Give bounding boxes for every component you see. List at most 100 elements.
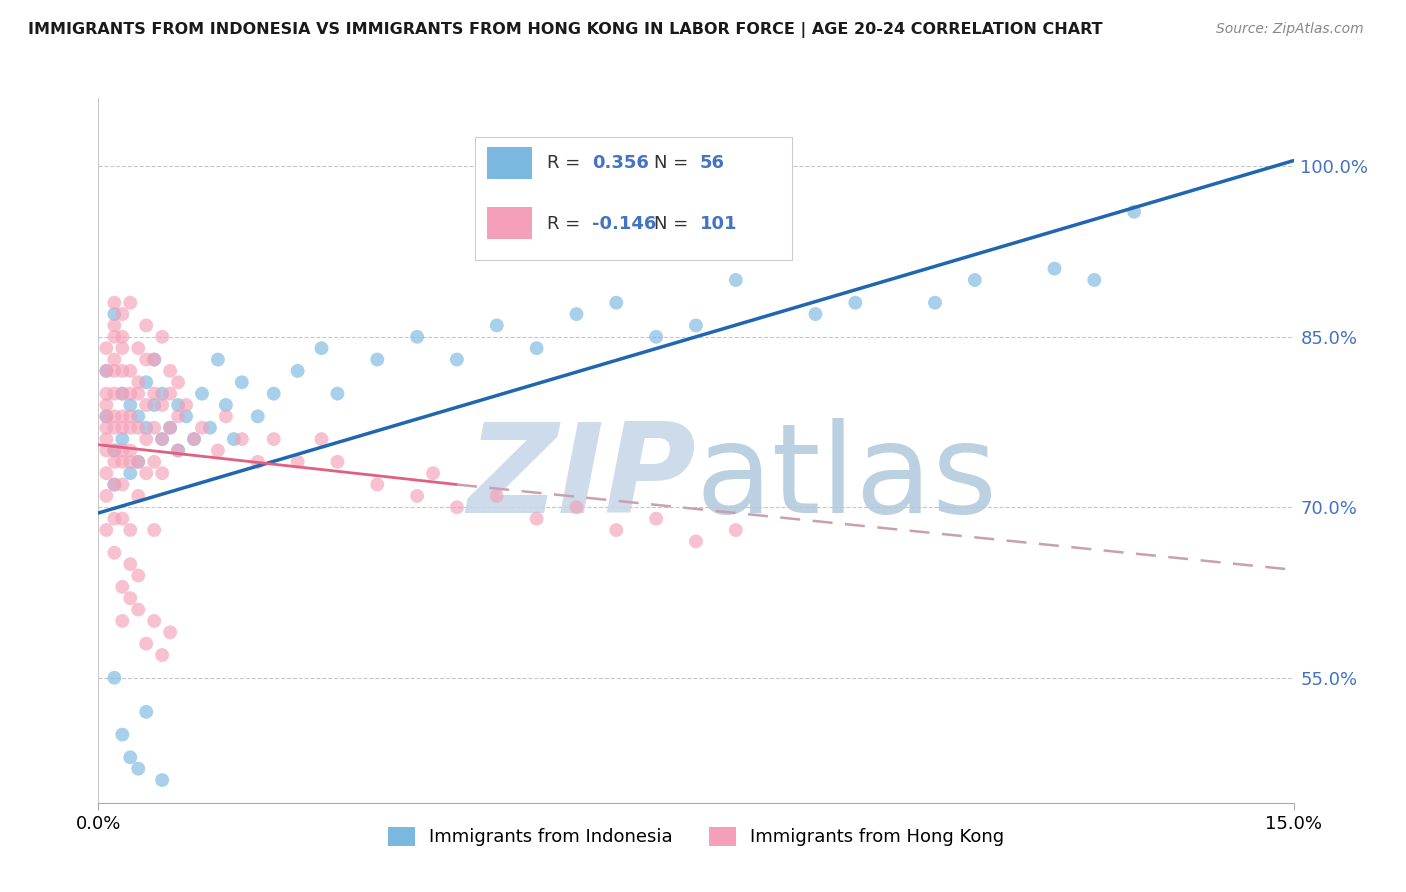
Point <box>96 523 118 537</box>
Point <box>127 409 149 424</box>
Point <box>287 455 309 469</box>
Point <box>111 307 134 321</box>
Point <box>326 455 349 469</box>
Point <box>127 386 149 401</box>
Point <box>263 386 285 401</box>
Point <box>366 477 388 491</box>
Point <box>167 443 190 458</box>
Point <box>326 386 349 401</box>
Point <box>127 376 149 390</box>
Point <box>605 523 627 537</box>
Point <box>150 330 173 344</box>
Point <box>103 546 125 560</box>
Point <box>143 523 166 537</box>
Point <box>143 398 166 412</box>
Point <box>120 591 142 606</box>
Point <box>135 352 157 367</box>
Point <box>150 466 173 480</box>
Point <box>231 376 253 390</box>
Point <box>150 386 173 401</box>
Point <box>111 432 134 446</box>
Point <box>111 580 134 594</box>
Point <box>174 409 197 424</box>
Point <box>207 443 229 458</box>
Point <box>135 466 157 480</box>
Point <box>183 432 205 446</box>
Point <box>135 376 157 390</box>
Point <box>311 341 333 355</box>
Point <box>96 466 118 480</box>
Point <box>159 364 181 378</box>
Point <box>311 432 333 446</box>
Point <box>111 614 134 628</box>
Point <box>1083 273 1105 287</box>
Point <box>174 398 197 412</box>
Text: R =: R = <box>547 154 585 172</box>
Point <box>127 455 149 469</box>
Point <box>685 318 707 333</box>
Point <box>167 376 190 390</box>
Point <box>120 398 142 412</box>
Point <box>96 443 118 458</box>
Point <box>120 466 142 480</box>
Point <box>924 295 946 310</box>
Point <box>1123 204 1146 219</box>
Point <box>127 489 149 503</box>
Point <box>167 443 190 458</box>
Point <box>120 443 142 458</box>
Point <box>111 443 134 458</box>
Point <box>120 523 142 537</box>
Point <box>446 500 468 515</box>
Point <box>111 728 134 742</box>
Point <box>685 534 707 549</box>
Point <box>103 443 125 458</box>
Legend: Immigrants from Indonesia, Immigrants from Hong Kong: Immigrants from Indonesia, Immigrants fr… <box>380 820 1012 854</box>
Text: 56: 56 <box>700 154 724 172</box>
Point <box>645 330 668 344</box>
Point <box>231 432 253 446</box>
Point <box>246 455 269 469</box>
Point <box>111 511 134 525</box>
Text: atlas: atlas <box>696 418 998 539</box>
Point <box>127 455 149 469</box>
Point <box>111 330 134 344</box>
Point <box>159 386 181 401</box>
Point <box>135 432 157 446</box>
Point <box>167 398 190 412</box>
Point <box>287 364 309 378</box>
Point <box>1043 261 1066 276</box>
Point <box>143 614 166 628</box>
Point <box>135 398 157 412</box>
Point <box>215 409 238 424</box>
Point <box>263 432 285 446</box>
Point <box>111 341 134 355</box>
Point <box>120 557 142 571</box>
Point <box>143 352 166 367</box>
Point <box>150 432 173 446</box>
Point <box>645 511 668 525</box>
Point <box>103 330 125 344</box>
Point <box>120 750 142 764</box>
Point <box>103 671 125 685</box>
Point <box>103 386 125 401</box>
Point <box>150 432 173 446</box>
Point <box>103 455 125 469</box>
Point <box>111 386 134 401</box>
Point <box>96 489 118 503</box>
Point <box>135 637 157 651</box>
Point <box>103 318 125 333</box>
Point <box>143 421 166 435</box>
Point <box>111 409 134 424</box>
FancyBboxPatch shape <box>486 147 533 179</box>
Point <box>406 330 429 344</box>
Point <box>96 364 118 378</box>
Point <box>215 398 238 412</box>
Point <box>111 477 134 491</box>
Point <box>159 625 181 640</box>
Point <box>103 295 125 310</box>
Point <box>103 443 125 458</box>
Point <box>724 273 747 287</box>
Point <box>446 352 468 367</box>
Point <box>96 341 118 355</box>
Point <box>183 432 205 446</box>
